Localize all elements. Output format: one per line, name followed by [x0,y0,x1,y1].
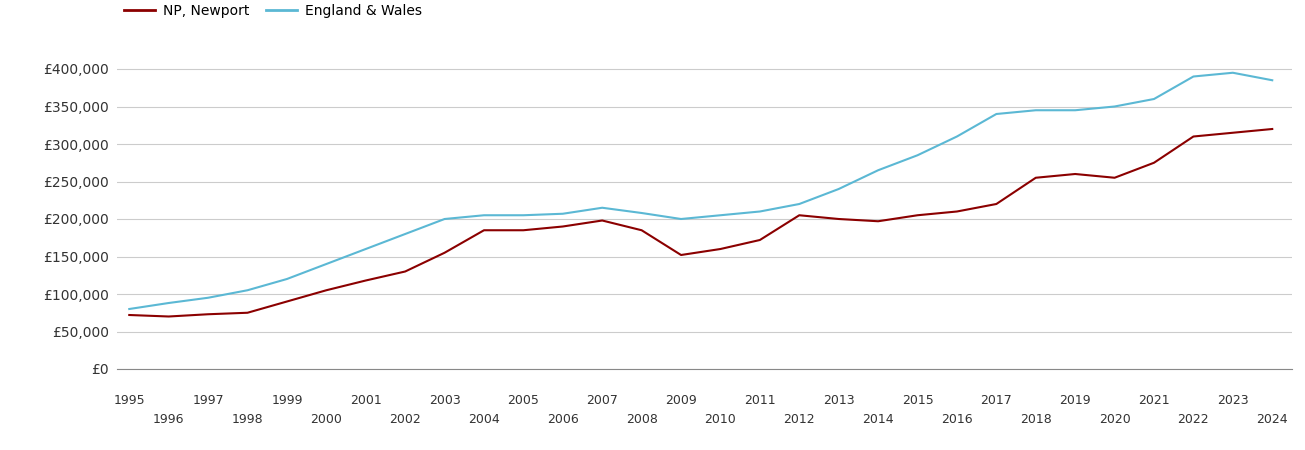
Text: 2017: 2017 [980,394,1013,407]
England & Wales [515,212,531,218]
Legend: NP, Newport, England & Wales: NP, Newport, England & Wales [124,4,423,18]
NP, Newport [713,246,728,252]
Line: England & Wales: England & Wales [129,73,1272,309]
NP, Newport [515,228,531,233]
NP, Newport [121,312,137,318]
NP, Newport [437,250,453,256]
NP, Newport [1225,130,1241,135]
Text: 2018: 2018 [1021,414,1052,427]
Text: 1995: 1995 [114,394,145,407]
England & Wales [161,300,176,306]
Text: 2010: 2010 [705,414,736,427]
England & Wales [594,205,609,211]
England & Wales [555,211,570,216]
Text: 2012: 2012 [783,414,816,427]
NP, Newport [1067,171,1083,177]
England & Wales [713,212,728,218]
Text: 2021: 2021 [1138,394,1169,407]
NP, Newport [240,310,256,315]
Text: 2001: 2001 [350,394,381,407]
Text: 1997: 1997 [192,394,224,407]
Text: 2013: 2013 [823,394,855,407]
NP, Newport [752,237,767,243]
England & Wales [279,276,295,282]
England & Wales [121,306,137,312]
Text: 2022: 2022 [1177,414,1210,427]
England & Wales [1067,108,1083,113]
England & Wales [240,288,256,293]
England & Wales [358,246,373,252]
Text: 2004: 2004 [468,414,500,427]
England & Wales [752,209,767,214]
England & Wales [673,216,689,222]
Text: 2015: 2015 [902,394,933,407]
NP, Newport [988,201,1004,207]
NP, Newport [870,219,886,224]
England & Wales [949,134,964,139]
England & Wales [831,186,847,192]
England & Wales [910,153,925,158]
NP, Newport [634,228,650,233]
NP, Newport [1265,126,1280,132]
NP, Newport [594,218,609,223]
England & Wales [634,210,650,216]
Line: NP, Newport: NP, Newport [129,129,1272,316]
England & Wales [1107,104,1122,109]
Text: 2002: 2002 [389,414,422,427]
England & Wales [476,212,492,218]
NP, Newport [279,299,295,304]
Text: 2024: 2024 [1257,414,1288,427]
England & Wales [1028,108,1044,113]
Text: 2014: 2014 [863,414,894,427]
NP, Newport [831,216,847,222]
England & Wales [200,295,215,301]
Text: 2009: 2009 [666,394,697,407]
England & Wales [1185,74,1201,79]
Text: 2005: 2005 [508,394,539,407]
NP, Newport [476,228,492,233]
England & Wales [397,231,412,237]
England & Wales [988,111,1004,117]
England & Wales [1265,77,1280,83]
NP, Newport [555,224,570,229]
England & Wales [1225,70,1241,76]
Text: 2008: 2008 [625,414,658,427]
England & Wales [437,216,453,222]
NP, Newport [949,209,964,214]
NP, Newport [397,269,412,274]
NP, Newport [673,252,689,258]
NP, Newport [1107,175,1122,180]
NP, Newport [791,212,806,218]
NP, Newport [1185,134,1201,139]
England & Wales [318,261,334,267]
NP, Newport [1146,160,1161,166]
Text: 2023: 2023 [1218,394,1249,407]
Text: 2016: 2016 [941,414,972,427]
Text: 1999: 1999 [271,394,303,407]
England & Wales [791,201,806,207]
NP, Newport [910,212,925,218]
NP, Newport [318,288,334,293]
Text: 2000: 2000 [311,414,342,427]
Text: 2019: 2019 [1060,394,1091,407]
England & Wales [870,167,886,173]
Text: 2006: 2006 [547,414,578,427]
NP, Newport [1028,175,1044,180]
Text: 2003: 2003 [429,394,461,407]
NP, Newport [358,278,373,283]
Text: 1998: 1998 [232,414,264,427]
NP, Newport [161,314,176,319]
NP, Newport [200,311,215,317]
Text: 2020: 2020 [1099,414,1130,427]
Text: 2011: 2011 [744,394,775,407]
Text: 2007: 2007 [586,394,619,407]
England & Wales [1146,96,1161,102]
Text: 1996: 1996 [153,414,184,427]
